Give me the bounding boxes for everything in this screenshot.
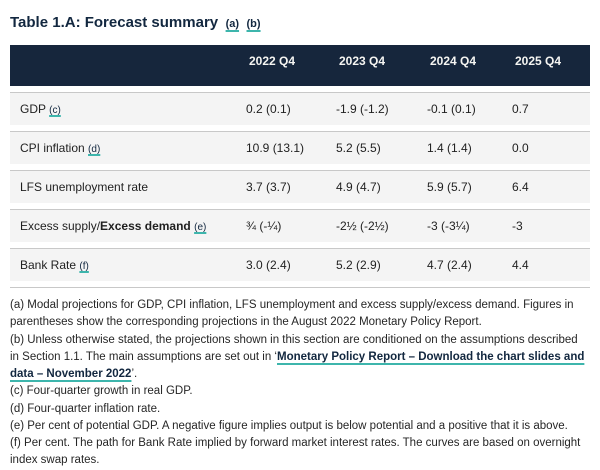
table-header-row: 2022 Q4 2023 Q4 2024 Q4 2025 Q4 xyxy=(10,45,590,86)
value-cell: 4.4 xyxy=(512,258,529,272)
footnote-d: (d) Four-quarter inflation rate. xyxy=(10,402,161,415)
table-row-lfs-unemployment: LFS unemployment rate 3.7 (3.7) 4.9 (4.7… xyxy=(10,170,590,203)
value-cell: -0.1 (0.1) xyxy=(427,102,476,116)
row-label-text: Bank Rate xyxy=(20,258,77,272)
footnote-b: (b) Unless otherwise stated, the project… xyxy=(10,332,588,384)
value-cell: -3 xyxy=(512,219,523,233)
value-cell: 0.0 xyxy=(512,141,529,155)
value-cell: ¾ (-¼) xyxy=(246,219,282,233)
value-cell: 6.4 xyxy=(512,180,529,194)
footnote-ref-link-e[interactable]: (e) xyxy=(194,222,207,233)
row-label-text: CPI inflation xyxy=(20,141,85,155)
value-cell: 4.9 (4.7) xyxy=(336,180,381,194)
value-cell: 3.7 (3.7) xyxy=(246,180,291,194)
row-label: LFS unemployment rate xyxy=(10,180,246,194)
table-row-gdp: GDP (c) 0.2 (0.1) -1.9 (-1.2) -0.1 (0.1)… xyxy=(10,92,590,125)
footnote-ref-link-b[interactable]: (b) xyxy=(246,18,261,30)
column-header-2024-q4: 2024 Q4 xyxy=(430,54,477,68)
value-cell: 4.7 (2.4) xyxy=(427,258,472,272)
footnote-ref-link-d[interactable]: (d) xyxy=(88,144,101,155)
row-label: Bank Rate (f) xyxy=(10,258,246,272)
table-bottom-border xyxy=(10,287,590,288)
value-cell: 5.2 (2.9) xyxy=(336,258,381,272)
footnotes: (a) Modal projections for GDP, CPI infla… xyxy=(10,297,588,470)
table-row-cpi-inflation: CPI inflation (d) 10.9 (13.1) 5.2 (5.5) … xyxy=(10,131,590,164)
footnote-f: (f) Per cent. The path for Bank Rate imp… xyxy=(10,437,581,467)
footnote-a: (a) Modal projections for GDP, CPI infla… xyxy=(10,299,574,329)
footnote-ref-link-f[interactable]: (f) xyxy=(79,261,89,272)
value-cell: -1.9 (-1.2) xyxy=(336,102,389,116)
row-label-text: GDP xyxy=(20,102,46,116)
header-spacer xyxy=(10,54,246,68)
row-label-text: Excess supply/ xyxy=(20,219,101,233)
monetary-policy-report-link[interactable]: Monetary Policy Report – Download the ch… xyxy=(10,350,585,380)
footnote-b-text: (b) Unless otherwise stated, the project… xyxy=(10,333,578,363)
value-cell: 5.2 (5.5) xyxy=(336,141,381,155)
column-header-2023-q4: 2023 Q4 xyxy=(339,54,386,68)
column-header-2022-q4: 2022 Q4 xyxy=(249,54,296,68)
row-label: GDP (c) xyxy=(10,102,246,116)
footnote-b-suffix: ’. xyxy=(131,368,138,380)
value-cell: 5.9 (5.7) xyxy=(427,180,472,194)
value-cell: 3.0 (2.4) xyxy=(246,258,291,272)
row-label: CPI inflation (d) xyxy=(10,141,246,155)
forecast-table: 2022 Q4 2023 Q4 2024 Q4 2025 Q4 GDP (c) … xyxy=(10,45,590,288)
footnote-ref-link-a[interactable]: (a) xyxy=(225,18,240,30)
value-cell: -2½ (-2½) xyxy=(336,219,389,233)
row-label-text: LFS unemployment rate xyxy=(20,180,149,194)
row-label: Excess supply/Excess demand (e) xyxy=(10,219,246,233)
table-title: Table 1.A: Forecast summary xyxy=(10,14,219,31)
table-title-row: Table 1.A: Forecast summary (a) (b) xyxy=(10,14,590,32)
footnote-e: (e) Per cent of potential GDP. A negativ… xyxy=(10,419,568,432)
footnote-c: (c) Four-quarter growth in real GDP. xyxy=(10,385,193,398)
column-header-2025-q4: 2025 Q4 xyxy=(515,54,562,68)
footnote-ref-link-c[interactable]: (c) xyxy=(49,105,61,116)
value-cell: 1.4 (1.4) xyxy=(427,141,472,155)
value-cell: 10.9 (13.1) xyxy=(246,141,305,155)
table-row-bank-rate: Bank Rate (f) 3.0 (2.4) 5.2 (2.9) 4.7 (2… xyxy=(10,248,590,281)
table-row-excess-supply-demand: Excess supply/Excess demand (e) ¾ (-¼) -… xyxy=(10,209,590,242)
value-cell: 0.2 (0.1) xyxy=(246,102,291,116)
row-label-bold-text: Excess demand xyxy=(100,219,191,233)
value-cell: 0.7 xyxy=(512,102,529,116)
value-cell: -3 (-3¼) xyxy=(427,219,470,233)
